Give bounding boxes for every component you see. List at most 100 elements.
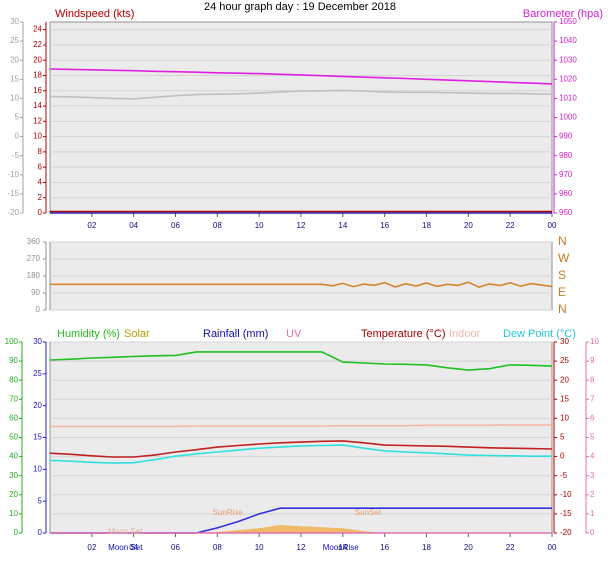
x-tick-label: 22 [506, 221, 515, 230]
y-tick-label: 960 [559, 189, 573, 198]
annotation: SunSet [355, 508, 382, 517]
y-tick-label: 30 [9, 471, 18, 480]
y-tick-label: 9 [590, 356, 595, 365]
y-tick-label: 0 [14, 528, 19, 537]
y-tick-label: 20 [33, 55, 42, 64]
y-tick-label: 0 [38, 528, 43, 537]
y-tick-label: 950 [559, 208, 573, 217]
y-tick-label: 6 [590, 414, 595, 423]
y-tick-label: 1000 [559, 113, 577, 122]
y-tick-label: 30 [10, 17, 19, 26]
y-tick-label: 12 [33, 116, 42, 125]
x-tick-label: 06 [171, 543, 180, 552]
x-tick-label: 04 [129, 221, 138, 230]
annotation: Moon Set [108, 527, 143, 536]
x-tick-label: 18 [422, 543, 431, 552]
annotation: SunRise [213, 508, 244, 517]
series-line [50, 424, 552, 428]
y-tick-label: 20 [10, 55, 19, 64]
y-tick-label: S [558, 268, 566, 282]
y-tick-label: 1 [590, 509, 595, 518]
y-tick-label: 6 [38, 162, 43, 171]
legend-entry: UV [286, 328, 302, 340]
y-tick-label: 50 [9, 433, 18, 442]
series-line [49, 444, 552, 464]
y-tick-label: -10 [560, 490, 572, 499]
x-tick-label: 00 [548, 543, 557, 552]
y-tick-label: 5 [38, 496, 43, 505]
x-tick-label: 08 [213, 221, 222, 230]
x-tick-label: 04 [129, 543, 138, 552]
y-tick-label: 25 [33, 369, 42, 378]
y-tick-label: 4 [590, 452, 595, 461]
y-tick-label: 10 [560, 414, 569, 423]
y-tick-label: 25 [560, 356, 569, 365]
y-tick-label: -10 [7, 170, 19, 179]
x-tick-label: 06 [171, 221, 180, 230]
x-tick-label: 00 [548, 221, 557, 230]
x-tick-label: 02 [87, 221, 96, 230]
legend-entry: Solar [124, 328, 150, 340]
y-tick-label: 1010 [559, 94, 577, 103]
y-tick-label: 10 [590, 337, 599, 346]
y-tick-label: 5 [560, 433, 565, 442]
legend-entry: Temperature (°C) [361, 328, 445, 340]
y-tick-label: 10 [10, 94, 19, 103]
y-tick-label: 25 [10, 36, 19, 45]
x-tick-label: 20 [464, 221, 473, 230]
x-tick-label: 18 [422, 221, 431, 230]
y-tick-label: 2 [590, 490, 595, 499]
y-tick-label: 10 [33, 464, 42, 473]
x-tick-label: 14 [338, 221, 347, 230]
y-tick-label: 360 [27, 237, 41, 246]
y-tick-label: 10 [9, 509, 18, 518]
y-tick-label: -5 [12, 151, 20, 160]
y-tick-label: E [558, 285, 566, 299]
y-tick-label: 60 [9, 414, 18, 423]
y-tick-label: -5 [560, 471, 568, 480]
y-tick-label: 30 [33, 337, 42, 346]
x-tick-label: 02 [87, 543, 96, 552]
annotation: MoonRise [323, 543, 360, 552]
annotation: Moon Set [108, 543, 143, 552]
y-tick-label: 15 [33, 433, 42, 442]
y-tick-label: 14 [33, 101, 42, 110]
y-tick-label: 5 [15, 113, 20, 122]
x-tick-label: 20 [464, 543, 473, 552]
axis-title: Barometer (hpa) [523, 8, 603, 20]
y-tick-label: 15 [560, 394, 569, 403]
y-tick-label: 16 [33, 86, 42, 95]
x-tick-label: 14 [338, 543, 347, 552]
y-tick-label: 90 [31, 288, 40, 297]
y-tick-label: 18 [33, 71, 42, 80]
x-tick-label: 10 [255, 543, 264, 552]
series-line [49, 351, 553, 371]
y-tick-label: 80 [9, 375, 18, 384]
series-line [49, 440, 553, 458]
series-line [49, 89, 553, 100]
y-tick-label: 0 [15, 132, 20, 141]
y-tick-label: 24 [33, 25, 42, 34]
x-tick-label: 12 [297, 543, 306, 552]
y-tick-label: 15 [10, 74, 19, 83]
y-tick-label: 8 [590, 375, 595, 384]
y-tick-label: N [558, 234, 567, 248]
legend-entry: Dew Point (°C) [503, 328, 576, 340]
x-tick-label: 16 [380, 221, 389, 230]
y-tick-label: 4 [38, 178, 43, 187]
y-tick-label: 70 [9, 394, 18, 403]
x-tick-label: 12 [297, 221, 306, 230]
y-tick-label: W [558, 251, 570, 265]
y-tick-label: N [558, 302, 567, 316]
axis-title: Windspeed (kts) [55, 8, 134, 20]
y-tick-label: 970 [559, 170, 573, 179]
y-tick-label: 8 [38, 147, 43, 156]
x-tick-label: 08 [213, 543, 222, 552]
x-tick-label: 22 [506, 543, 515, 552]
y-tick-label: 0 [38, 208, 43, 217]
y-tick-label: 1050 [559, 17, 577, 26]
y-tick-label: -20 [7, 208, 19, 217]
legend-entry: Indoor [449, 328, 481, 340]
y-tick-label: 1020 [559, 74, 577, 83]
